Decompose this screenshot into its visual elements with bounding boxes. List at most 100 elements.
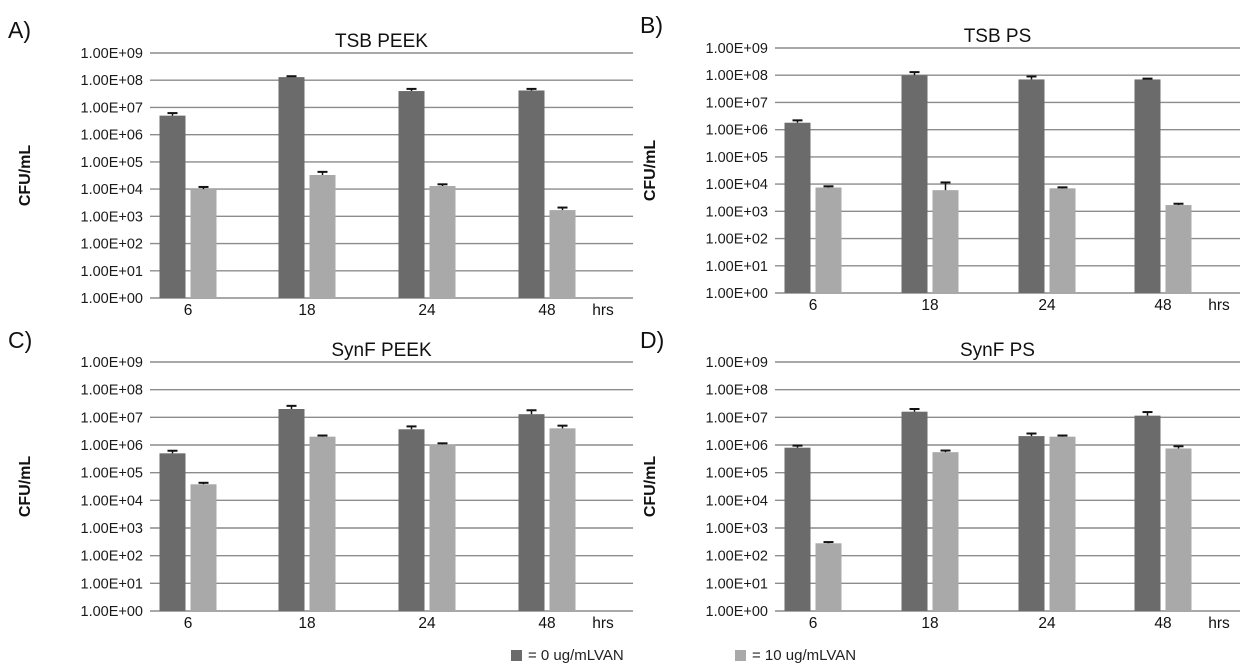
panel-2-y-tick-label: 1.00E+07 bbox=[81, 410, 144, 426]
panel-0-y-tick-label: 1.00E+06 bbox=[81, 128, 144, 144]
panel-1-bar-s0-18 bbox=[901, 75, 928, 293]
panel-2-y-tick-label: 1.00E+02 bbox=[81, 549, 144, 565]
panel-2-y-tick-label: 1.00E+03 bbox=[81, 521, 144, 537]
panel-2-letter: C) bbox=[8, 327, 32, 353]
panel-1-bar-s1-48 bbox=[1165, 205, 1192, 293]
panel-2-bar-s1-6 bbox=[190, 484, 217, 611]
panel-3-y-axis-label: CFU/mL bbox=[642, 456, 659, 518]
panel-3-x-tick-label: 18 bbox=[921, 615, 938, 632]
panel-3-x-tick-label: 48 bbox=[1154, 615, 1171, 632]
panel-0-y-tick-label: 1.00E+00 bbox=[81, 291, 144, 307]
panel-3-x-unit: hrs bbox=[1208, 615, 1230, 632]
panel-0-y-tick-label: 1.00E+09 bbox=[81, 46, 144, 62]
panel-1-x-tick-label: 6 bbox=[809, 297, 818, 314]
panel-3-y-tick-label: 1.00E+08 bbox=[706, 383, 769, 399]
panel-2-bar-s1-24 bbox=[429, 444, 456, 611]
panel-0-bar-s1-48 bbox=[549, 210, 576, 298]
panel-1-y-tick-label: 1.00E+00 bbox=[706, 286, 769, 302]
panel-1-x-tick-label: 48 bbox=[1154, 297, 1171, 314]
panel-1-y-tick-label: 1.00E+01 bbox=[706, 259, 769, 275]
panel-2-y-tick-label: 1.00E+08 bbox=[81, 383, 144, 399]
panel-2-y-axis-label: CFU/mL bbox=[17, 456, 34, 518]
panel-3-bar-s1-18 bbox=[932, 452, 959, 611]
legend-swatch-1 bbox=[735, 650, 746, 661]
panel-2-bar-s1-18 bbox=[309, 436, 336, 611]
panel-2-x-tick-label: 18 bbox=[298, 615, 315, 632]
panel-1-x-tick-label: 24 bbox=[1038, 297, 1056, 314]
panel-1-y-tick-label: 1.00E+06 bbox=[706, 123, 769, 139]
panel-2-y-tick-label: 1.00E+04 bbox=[81, 493, 144, 509]
panel-0-x-unit: hrs bbox=[592, 302, 614, 319]
chart-canvas: 1.00E+09 1.00E+08 1.00E+07 1.00E+06 1.00E+05… bbox=[8, 12, 1240, 632]
panel-2-y-tick-label: 1.00E+06 bbox=[81, 438, 144, 454]
panel-0-y-tick-label: 1.00E+04 bbox=[81, 182, 144, 198]
panel-2-bar-s0-48 bbox=[518, 414, 545, 611]
panel-2-bar-s0-6 bbox=[159, 453, 186, 611]
panel-3-y-tick-label: 1.00E+02 bbox=[706, 549, 769, 565]
panel-1-bar-s0-48 bbox=[1134, 79, 1161, 293]
panel-2-bar-s0-24 bbox=[398, 429, 425, 611]
panel-3-title: SynF PS bbox=[960, 340, 1035, 361]
panel-1-bar-s1-18 bbox=[932, 190, 959, 293]
panel-1-y-axis-label: CFU/mL bbox=[642, 140, 659, 202]
panel-0-x-tick-label: 24 bbox=[418, 302, 436, 319]
panel-3-y-tick-label: 1.00E+04 bbox=[706, 493, 769, 509]
legend-item-1: = 10 ug/mLVAN bbox=[735, 647, 856, 664]
panel-1-letter: B) bbox=[640, 12, 663, 38]
panel-0-bar-s0-18 bbox=[278, 77, 305, 299]
panel-3-y-tick-label: 1.00E+06 bbox=[706, 438, 769, 454]
panel-1-y-tick-label: 1.00E+04 bbox=[706, 177, 769, 193]
panel-0-y-tick-label: 1.00E+05 bbox=[81, 155, 144, 171]
legend-item-0: = 0 ug/mLVAN bbox=[511, 647, 624, 664]
panel-0-y-tick-label: 1.00E+07 bbox=[81, 100, 144, 116]
panel-1-y-tick-label: 1.00E+08 bbox=[706, 68, 769, 84]
panel-3-bar-s1-6 bbox=[815, 543, 842, 611]
panel-0-x-tick-label: 48 bbox=[538, 302, 555, 319]
panel-2-y-tick-label: 1.00E+01 bbox=[81, 576, 144, 592]
panel-0-bar-s1-18 bbox=[309, 174, 336, 298]
panel-1-y-tick-label: 1.00E+05 bbox=[706, 150, 769, 166]
panel-2-x-tick-label: 24 bbox=[418, 615, 436, 632]
panel-3-y-tick-label: 1.00E+00 bbox=[706, 604, 769, 620]
panel-2-x-tick-label: 6 bbox=[184, 615, 193, 632]
panel-2-y-tick-label: 1.00E+09 bbox=[81, 355, 144, 371]
panel-0-y-tick-label: 1.00E+08 bbox=[81, 73, 144, 89]
panel-3-bar-s1-48 bbox=[1165, 448, 1192, 611]
panel-1-bar-s0-6 bbox=[784, 122, 811, 293]
panel-1-x-tick-label: 18 bbox=[921, 297, 938, 314]
panel-1-bar-s0-24 bbox=[1018, 79, 1045, 293]
panel-1-y-tick-label: 1.00E+03 bbox=[706, 204, 769, 220]
panel-2-bar-s1-48 bbox=[549, 428, 576, 611]
panel-3-x-tick-label: 24 bbox=[1038, 615, 1056, 632]
panel-1-bar-s1-24 bbox=[1049, 188, 1076, 293]
panel-2-x-unit: hrs bbox=[592, 615, 614, 632]
panel-3-y-tick-label: 1.00E+01 bbox=[706, 576, 769, 592]
panel-0-bar-s0-6 bbox=[159, 115, 186, 298]
panel-3-bar-s0-24 bbox=[1018, 436, 1045, 611]
panel-3-y-tick-label: 1.00E+07 bbox=[706, 410, 769, 426]
panel-3-bar-s1-24 bbox=[1049, 436, 1076, 611]
panel-0-bar-s1-6 bbox=[190, 189, 217, 298]
panel-1-y-tick-label: 1.00E+09 bbox=[706, 41, 769, 57]
panel-1-title: TSB PS bbox=[964, 26, 1032, 47]
panel-2-bar-s0-18 bbox=[278, 409, 305, 611]
panel-0-y-tick-label: 1.00E+01 bbox=[81, 264, 144, 280]
panel-3-y-tick-label: 1.00E+03 bbox=[706, 521, 769, 537]
panel-3-letter: D) bbox=[640, 327, 664, 353]
panel-0-y-tick-label: 1.00E+02 bbox=[81, 237, 144, 253]
panel-2-y-tick-label: 1.00E+00 bbox=[81, 604, 144, 620]
panel-2-y-tick-label: 1.00E+05 bbox=[81, 466, 144, 482]
panel-0-letter: A) bbox=[8, 17, 31, 43]
panel-3-bar-s0-6 bbox=[784, 447, 811, 611]
panel-1-bar-s1-6 bbox=[815, 187, 842, 293]
panel-1-y-tick-label: 1.00E+07 bbox=[706, 95, 769, 111]
panel-0-bar-s0-48 bbox=[518, 90, 545, 298]
panel-3-y-tick-label: 1.00E+09 bbox=[706, 355, 769, 371]
panel-1-x-unit: hrs bbox=[1208, 297, 1230, 314]
panel-0-y-tick-label: 1.00E+03 bbox=[81, 209, 144, 225]
panel-0-x-tick-label: 18 bbox=[298, 302, 315, 319]
panel-0-y-axis-label: CFU/mL bbox=[17, 145, 34, 207]
panel-0-x-tick-label: 6 bbox=[184, 302, 193, 319]
panel-2-title: SynF PEEK bbox=[331, 340, 432, 361]
